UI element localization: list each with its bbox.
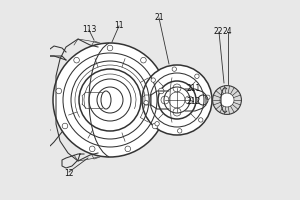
Text: 212: 212 xyxy=(187,98,201,106)
Circle shape xyxy=(89,146,95,152)
Text: 113: 113 xyxy=(82,24,96,33)
Circle shape xyxy=(151,78,155,82)
Circle shape xyxy=(107,45,113,51)
Circle shape xyxy=(53,43,167,157)
Text: 12: 12 xyxy=(64,168,74,178)
Circle shape xyxy=(144,101,148,105)
Circle shape xyxy=(195,74,199,78)
Text: 11: 11 xyxy=(114,21,124,29)
Circle shape xyxy=(62,123,68,129)
Circle shape xyxy=(142,65,212,135)
Circle shape xyxy=(206,95,210,99)
Circle shape xyxy=(155,122,159,126)
Circle shape xyxy=(74,57,80,63)
Text: 21: 21 xyxy=(154,12,164,21)
Circle shape xyxy=(220,93,234,107)
Text: 211: 211 xyxy=(187,84,201,93)
Circle shape xyxy=(141,57,146,63)
Text: 24: 24 xyxy=(223,26,232,36)
Text: 22: 22 xyxy=(213,26,223,36)
Circle shape xyxy=(178,129,182,133)
Circle shape xyxy=(125,146,130,152)
Circle shape xyxy=(56,88,62,94)
Circle shape xyxy=(158,88,164,94)
Circle shape xyxy=(152,123,158,129)
Circle shape xyxy=(172,67,176,71)
Circle shape xyxy=(199,118,203,122)
Circle shape xyxy=(213,86,242,114)
